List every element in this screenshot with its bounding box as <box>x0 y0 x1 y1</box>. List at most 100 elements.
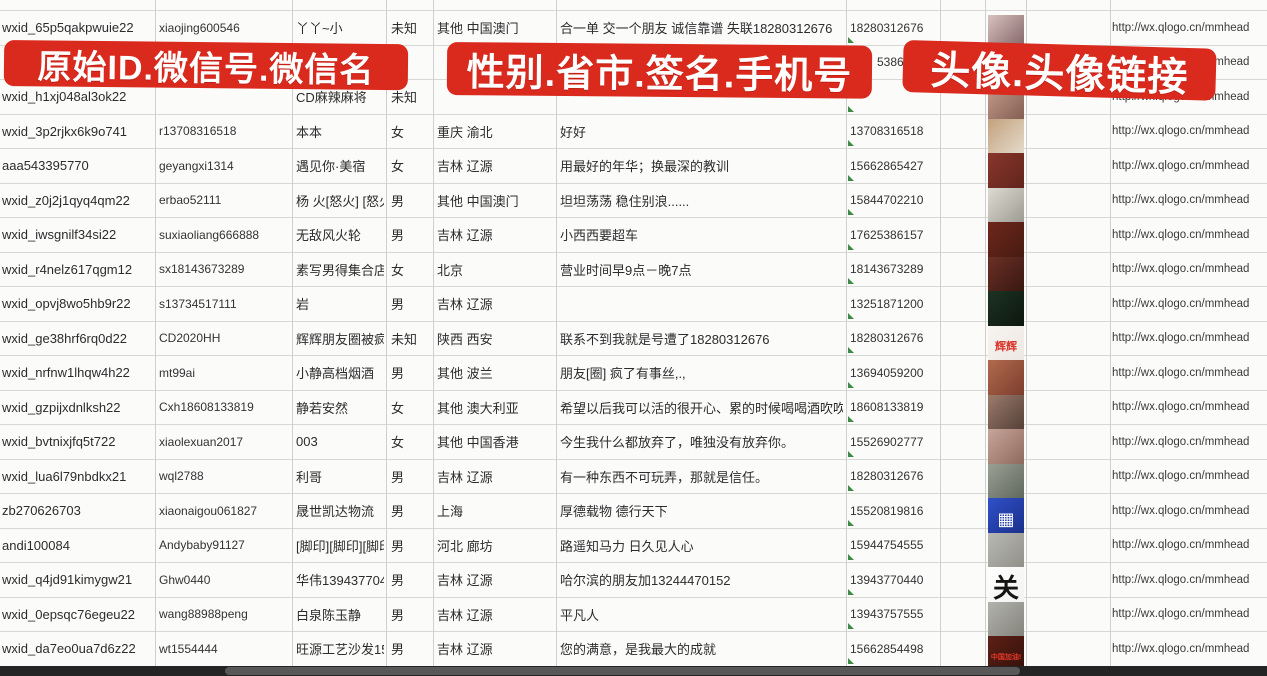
cell-gender[interactable]: 男 <box>391 228 405 243</box>
cell-region[interactable]: 其他 中国澳门 <box>437 21 519 36</box>
cell-phone[interactable]: 13943770440 <box>850 572 924 587</box>
cell-wechat-name[interactable]: 辉辉朋友圈被疯 <box>296 331 384 347</box>
cell-phone[interactable]: 15944754555 <box>850 538 924 552</box>
cell-signature[interactable]: 小西西要超车 <box>560 228 639 243</box>
cell-original-id[interactable]: wxid_nrfnw1lhqw4h22 <box>2 365 130 380</box>
cell-wechat-id[interactable]: erbao52111 <box>159 193 222 207</box>
cell-region[interactable]: 吉林 辽源 <box>437 228 493 243</box>
cell-region[interactable]: 吉林 辽源 <box>437 642 493 657</box>
cell-phone[interactable]: 13708316518 <box>850 124 924 138</box>
cell-phone[interactable]: 13694059200 <box>850 365 924 380</box>
cell-gender[interactable]: 未知 <box>391 331 418 347</box>
cell-original-id[interactable]: wxid_h1xj048al3ok22 <box>2 89 127 104</box>
cell-gender[interactable]: 男 <box>391 297 405 312</box>
cell-phone[interactable]: 15844702210 <box>850 193 924 207</box>
cell-gender[interactable]: 男 <box>391 573 405 588</box>
cell-phone[interactable]: 18143673289 <box>850 262 924 276</box>
cell-avatar-url[interactable]: http://wx.qlogo.cn/mmhead <box>1112 539 1250 551</box>
cell-original-id[interactable]: wxid_q4jd91kimygw21 <box>2 572 133 587</box>
cell-wechat-name[interactable]: 丫丫~小 <box>296 21 343 36</box>
cell-original-id[interactable]: wxid_lua6l79nbdkx21 <box>2 468 127 484</box>
cell-avatar-url[interactable]: http://wx.qlogo.cn/mmhead <box>1112 228 1250 241</box>
cell-region[interactable]: 吉林 辽源 <box>437 297 493 312</box>
cell-original-id[interactable]: wxid_iwsgnilf34si22 <box>2 227 117 242</box>
cell-signature[interactable]: 朋友[圈] 疯了有事丝,., <box>560 366 686 381</box>
cell-wechat-name[interactable]: CD麻辣麻将 <box>296 90 367 105</box>
cell-avatar-url[interactable]: http://wx.qlogo.cn/mmhead <box>1112 297 1250 310</box>
cell-signature[interactable]: 今生我什么都放弃了，唯独没有放弃你。 <box>560 435 795 450</box>
cell-wechat-name[interactable]: 遇见你·美宿 <box>296 159 366 174</box>
cell-wechat-name[interactable]: 003 <box>296 434 318 449</box>
cell-original-id[interactable]: aaa543395770 <box>2 158 89 173</box>
cell-original-id[interactable]: wxid_z0j2j1qyq4qm22 <box>2 192 130 208</box>
horizontal-scrollbar[interactable] <box>0 666 1267 676</box>
cell-avatar-url[interactable]: http://wx.qlogo.cn/mmhead <box>1112 401 1250 413</box>
cell-signature[interactable]: 希望以后我可以活的很开心、累的时候喝喝酒吹吹[ <box>560 400 843 416</box>
cell-signature[interactable]: 坦坦荡荡 稳住别浪...... <box>560 193 690 209</box>
cell-original-id[interactable]: wxid_r4nelz617qgm12 <box>2 261 133 277</box>
cell-gender[interactable]: 未知 <box>391 90 418 105</box>
cell-wechat-name[interactable]: 华伟13943770440 <box>296 573 384 588</box>
cell-wechat-name[interactable]: 杨 火[怒火] [怒火] <box>296 193 384 209</box>
cell-phone[interactable]: 15662854498 <box>850 641 924 656</box>
cell-wechat-id[interactable]: suxiaoliang666888 <box>159 227 260 242</box>
cell-wechat-id[interactable]: xiaonaigou061827 <box>159 503 258 518</box>
cell-wechat-id[interactable]: Cxh18608133819 <box>159 400 254 414</box>
cell-wechat-id[interactable]: xiaolexuan2017 <box>159 434 244 449</box>
cell-avatar-url[interactable]: http://wx.qlogo.cn/mmhead <box>1112 504 1250 517</box>
cell-phone[interactable]: 15520819816 <box>850 503 924 518</box>
cell-signature[interactable]: 营业时间早9点－晚7点 <box>560 262 692 278</box>
cell-avatar-url[interactable]: http://wx.qlogo.cn/mmhead <box>1112 470 1250 482</box>
cell-gender[interactable]: 男 <box>391 193 405 209</box>
cell-wechat-id[interactable]: wang88988peng <box>159 607 248 621</box>
cell-signature[interactable]: 您的满意，是我最大的成就 <box>560 642 717 657</box>
cell-signature[interactable]: 平凡人 <box>560 607 600 623</box>
cell-phone[interactable]: 18280312676 <box>850 20 924 35</box>
scrollbar-thumb[interactable] <box>225 667 1020 675</box>
cell-phone[interactable]: 17625386157 <box>850 227 924 242</box>
cell-gender[interactable]: 女 <box>391 435 405 450</box>
cell-region[interactable]: 上海 <box>437 504 464 519</box>
cell-original-id[interactable]: wxid_gzpijxdnlksh22 <box>2 399 121 415</box>
cell-signature[interactable]: 合一单 交一个朋友 诚信靠谱 失联18280312676 <box>560 21 833 36</box>
cell-wechat-name[interactable]: 静若安然 <box>296 400 349 416</box>
cell-wechat-id[interactable]: xiaojing600546 <box>159 20 240 35</box>
cell-avatar-url[interactable]: http://wx.qlogo.cn/mmhead <box>1112 21 1250 34</box>
cell-wechat-name[interactable]: [脚印][脚印][脚印][脚 <box>296 538 384 554</box>
cell-avatar-url[interactable]: http://wx.qlogo.cn/mmhead <box>1112 366 1250 379</box>
cell-wechat-id[interactable]: s13734517111 <box>159 296 237 311</box>
cell-gender[interactable]: 女 <box>391 400 405 416</box>
cell-original-id[interactable]: zb270626703 <box>2 503 81 518</box>
cell-original-id[interactable]: wxid_da7eo0ua7d6z22 <box>2 641 136 656</box>
cell-avatar-url[interactable]: http://wx.qlogo.cn/mmhead <box>1112 194 1250 206</box>
cell-original-id[interactable]: andi100084 <box>2 537 70 553</box>
cell-original-id[interactable]: wxid_65p5qakpwuie22 <box>2 20 134 35</box>
cell-wechat-name[interactable]: 素写男得集合店 <box>296 262 384 278</box>
cell-region[interactable]: 重庆 渝北 <box>437 124 493 140</box>
cell-signature[interactable]: 有一种东西不可玩弄，那就是信任。 <box>560 469 769 485</box>
cell-original-id[interactable]: wxid_3p2rjkx6k9o741 <box>2 123 128 139</box>
cell-wechat-name[interactable]: 白泉陈玉静 <box>296 607 362 623</box>
cell-avatar-url[interactable]: http://wx.qlogo.cn/mmhead <box>1112 332 1250 344</box>
cell-gender[interactable]: 男 <box>391 366 405 381</box>
cell-original-id[interactable]: wxid_0epsqc76egeu22 <box>2 606 135 622</box>
cell-gender[interactable]: 男 <box>391 642 405 657</box>
cell-phone[interactable]: 13943757555 <box>850 607 924 621</box>
cell-avatar-url[interactable]: http://wx.qlogo.cn/mmhead <box>1112 159 1250 172</box>
cell-wechat-id[interactable]: Andybaby91127 <box>159 538 245 552</box>
cell-wechat-id[interactable]: sx18143673289 <box>159 262 245 276</box>
cell-gender[interactable]: 未知 <box>391 21 418 36</box>
cell-region[interactable]: 其他 澳大利亚 <box>437 400 519 416</box>
cell-region[interactable]: 河北 廊坊 <box>437 538 493 554</box>
cell-signature[interactable]: 厚德载物 德行天下 <box>560 504 668 519</box>
cell-phone[interactable]: 18280312676 <box>850 469 924 483</box>
cell-wechat-name[interactable]: 岩 <box>296 297 310 312</box>
cell-region[interactable]: 吉林 辽源 <box>437 573 493 588</box>
cell-wechat-name[interactable]: 旺源工艺沙发15662854 <box>296 642 384 657</box>
cell-region[interactable]: 吉林 辽源 <box>437 469 493 485</box>
cell-avatar-url[interactable]: http://wx.qlogo.cn/mmhead <box>1112 642 1250 655</box>
cell-wechat-id[interactable]: CD2020HH <box>159 331 221 345</box>
cell-wechat-name[interactable]: 小静高档烟酒 <box>296 366 375 381</box>
cell-gender[interactable]: 女 <box>391 124 405 140</box>
cell-phone[interactable]: 13251871200 <box>850 296 924 311</box>
